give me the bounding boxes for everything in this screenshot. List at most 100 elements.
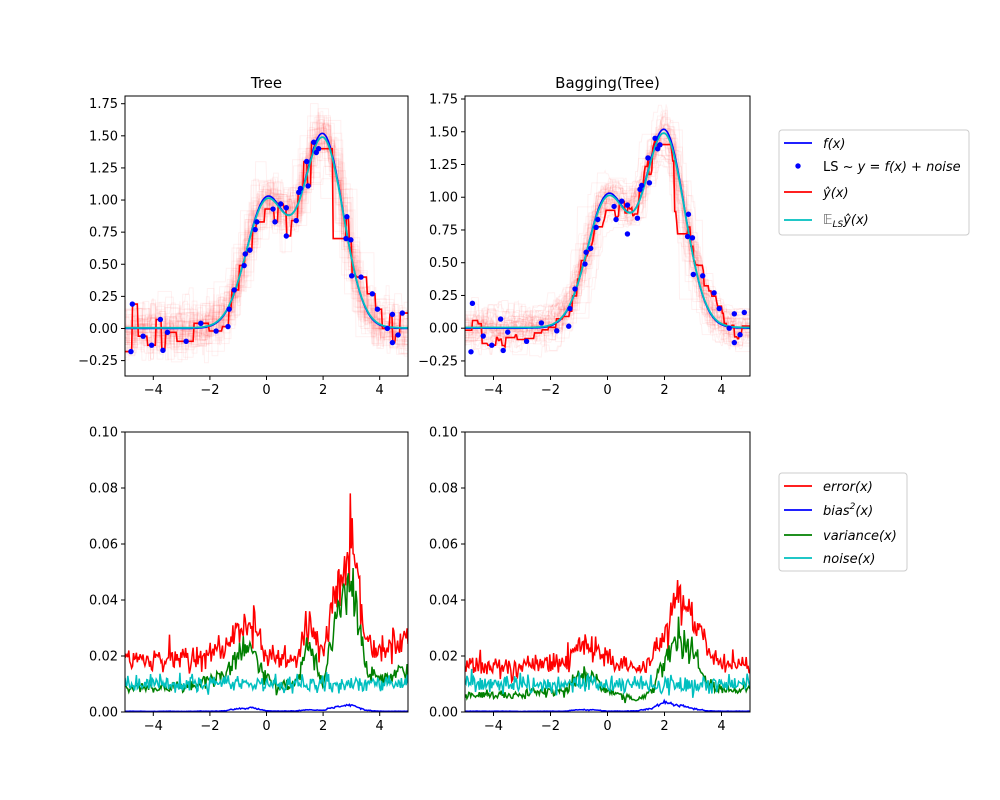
- estimate-sample-line: [465, 127, 750, 356]
- estimate-sample-line: [125, 121, 408, 353]
- learning-set-point: [140, 333, 146, 339]
- estimate-sample-line: [465, 120, 750, 353]
- legend-swatch-ls: [795, 163, 801, 169]
- x-tick: 0: [603, 376, 612, 398]
- x-tick: 0: [603, 712, 612, 734]
- svg-text:−2: −2: [200, 383, 219, 398]
- svg-text:1.00: 1.00: [89, 194, 118, 209]
- axes-1: −4 −2 0 2 4 −0.25 0.00 0.25 0.50 0.75 1.00 1.25 1.50…: [78, 74, 409, 398]
- plot-area: [125, 493, 408, 712]
- estimate-sample-line: [125, 127, 408, 351]
- learning-set-point: [225, 323, 231, 330]
- estimate-sample-line: [125, 129, 408, 359]
- learning-set-point: [254, 219, 260, 225]
- learning-set-point: [247, 247, 253, 253]
- y-tick: 0.10: [429, 426, 465, 441]
- y-tick: 0.00: [429, 706, 465, 721]
- learning-set-point: [593, 224, 599, 231]
- legend-label-variance: variance(x): [823, 529, 897, 544]
- y-tick: 0.50: [429, 256, 465, 271]
- svg-text:1.75: 1.75: [429, 93, 458, 108]
- estimate-sample-line: [125, 118, 408, 350]
- x-tick: 4: [376, 712, 384, 734]
- estimate-sample-line: [465, 159, 750, 337]
- svg-text:0.25: 0.25: [429, 289, 458, 304]
- svg-text:1.50: 1.50: [89, 129, 118, 144]
- learning-set-point: [699, 273, 706, 279]
- estimate-sample-line: [125, 117, 408, 358]
- y-tick: 0.04: [429, 594, 465, 609]
- svg-text:4: 4: [717, 719, 725, 734]
- estimate-sample-line: [465, 125, 750, 343]
- estimate-sample-line: [125, 137, 408, 348]
- y-tick: 0.75: [429, 223, 465, 238]
- learning-set-point: [505, 329, 511, 335]
- svg-text:0.00: 0.00: [429, 706, 458, 721]
- learning-set-point: [348, 237, 354, 243]
- x-tick: −2: [200, 376, 219, 398]
- x-tick: −4: [144, 712, 163, 734]
- learning-set-point: [399, 310, 406, 316]
- axes-3: −4 −2 0 2 4 0.00 0.02 0.04 0.06 0.08 0.10: [89, 426, 409, 734]
- learning-set-point: [731, 339, 738, 346]
- estimate-sample-line: [125, 115, 408, 364]
- x-tick: 4: [717, 376, 726, 398]
- learning-set-point: [645, 155, 651, 161]
- y-tick: 0.50: [89, 258, 125, 273]
- estimate-sample-line: [465, 133, 750, 350]
- svg-text:−4: −4: [484, 719, 503, 734]
- learning-set-point: [160, 347, 166, 354]
- learning-set-point: [685, 211, 692, 217]
- learning-set-point: [639, 182, 645, 189]
- y-tick: 0.02: [89, 650, 125, 665]
- learning-set-point: [272, 219, 278, 225]
- learning-set-point: [613, 216, 619, 223]
- estimate-sample-line: [465, 112, 750, 344]
- learning-set-point: [384, 325, 391, 332]
- learning-set-point: [297, 185, 304, 192]
- learning-set-point: [315, 145, 322, 152]
- x-tick: 2: [319, 712, 327, 734]
- legend-label-error: error(x): [823, 480, 873, 495]
- estimate-sample-line: [125, 129, 408, 355]
- estimate-sample-line: [465, 154, 750, 340]
- y-tick: 1.25: [429, 158, 465, 173]
- series-line-noisex: [465, 668, 750, 698]
- svg-text:0: 0: [262, 719, 270, 734]
- y-tick: 0.06: [429, 538, 465, 553]
- x-tick: 2: [319, 376, 327, 398]
- learning-set-point: [624, 231, 631, 237]
- estimate-sample-line: [125, 122, 408, 352]
- plot-area: [465, 579, 750, 712]
- svg-text:1.75: 1.75: [89, 97, 118, 112]
- series-line-noisex: [125, 672, 408, 695]
- estimate-sample-line: [125, 118, 408, 348]
- svg-text:−0.25: −0.25: [418, 354, 458, 369]
- learning-set-point: [554, 328, 560, 334]
- svg-text:1.00: 1.00: [429, 191, 458, 206]
- estimate-sample-line: [125, 131, 408, 354]
- learning-set-point: [566, 323, 572, 329]
- learning-set-point: [690, 271, 696, 278]
- learning-set-point: [538, 320, 545, 326]
- series-line-biasx: [125, 703, 408, 712]
- axes-4: −4 −2 0 2 4 0.00 0.02 0.04 0.06 0.08 0.10: [429, 426, 751, 734]
- svg-text:0.50: 0.50: [89, 258, 118, 273]
- learning-set-point: [684, 233, 691, 240]
- learning-set-point: [198, 320, 204, 327]
- learning-set-point: [252, 226, 258, 233]
- y-tick: 0.02: [429, 650, 465, 665]
- x-tick: 2: [660, 712, 669, 734]
- svg-text:0.06: 0.06: [429, 538, 458, 553]
- estimate-sample-line: [465, 154, 750, 355]
- y-tick: 1.00: [89, 194, 125, 209]
- estimate-sample-line: [125, 111, 408, 357]
- learning-set-point: [303, 158, 310, 165]
- learning-set-point: [389, 311, 396, 318]
- estimate-sample-line: [465, 136, 750, 338]
- y-tick: 0.25: [89, 290, 125, 305]
- svg-text:1.50: 1.50: [429, 125, 458, 140]
- learning-set-point: [611, 203, 617, 210]
- learning-set-point: [395, 332, 401, 338]
- learning-set-point: [689, 235, 696, 241]
